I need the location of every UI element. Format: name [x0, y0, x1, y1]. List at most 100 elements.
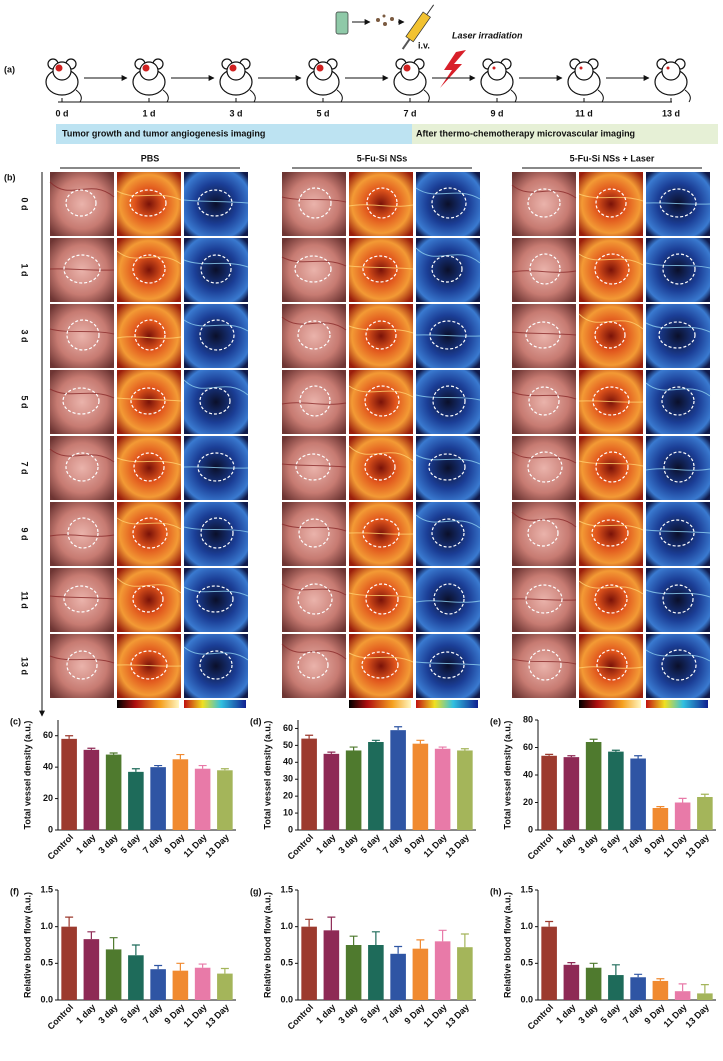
vessel: [645, 382, 711, 397]
tumor-outline: [362, 518, 400, 548]
panel-label: (g): [250, 886, 262, 896]
image-tile: [646, 304, 710, 368]
tumor-outline: [525, 321, 561, 349]
bar: [563, 964, 580, 1000]
tumor-outline: [429, 320, 467, 350]
error-bar: [154, 764, 163, 768]
image-tile: [512, 304, 576, 368]
tumor-outline: [199, 319, 235, 351]
image-tile: [646, 370, 710, 434]
mouse-tail: [684, 89, 691, 103]
vessel: [511, 658, 577, 665]
vessel: [183, 199, 249, 204]
tumor-outline: [364, 453, 396, 481]
mouse-icon: [306, 58, 343, 103]
mouse-icon: [45, 58, 82, 103]
y-tick-label: 10: [283, 807, 293, 817]
bar: [563, 757, 580, 830]
y-tick-label: 1.5: [280, 884, 293, 894]
vessel: [348, 385, 414, 398]
image-tile: [184, 634, 248, 698]
mouse-icon: [567, 58, 604, 103]
error-bar: [131, 944, 140, 956]
image-tile: [117, 304, 181, 368]
error-bar: [176, 962, 185, 971]
colorbar: [579, 700, 641, 708]
day-label: 3 d: [229, 108, 242, 118]
mouse-tail: [336, 89, 343, 103]
tumor-outline: [527, 188, 561, 218]
image-tile: [50, 568, 114, 632]
bar: [105, 949, 122, 1000]
mouse-head: [574, 61, 594, 81]
colorbar: [117, 700, 179, 708]
tumor-outline: [63, 254, 101, 284]
group-title: 5-Fu-Si NSs: [357, 153, 408, 163]
bar: [83, 939, 100, 1000]
vessel: [116, 336, 182, 339]
tumor-outline: [200, 517, 234, 549]
bar: [674, 802, 691, 830]
tumor-outline: [662, 584, 694, 614]
vessel: [578, 666, 644, 669]
y-tick-label: 50: [283, 740, 293, 750]
tumor-outline: [129, 189, 167, 217]
y-tick-label: 1.5: [40, 884, 53, 894]
bar: [697, 993, 713, 1000]
x-tick-label: 13 Day: [203, 1002, 231, 1030]
x-tick-label: 5 day: [119, 1002, 142, 1025]
image-tile: [50, 436, 114, 500]
mouse-tail: [510, 89, 517, 103]
tumor-outline: [196, 585, 234, 613]
tumor-outline: [134, 319, 166, 351]
tumor-spot: [316, 64, 324, 72]
error-bar: [460, 933, 469, 948]
error-bar: [656, 978, 665, 981]
image-tile: [117, 238, 181, 302]
tumor-outline: [431, 187, 467, 219]
y-tick-label: 0.5: [40, 958, 53, 968]
colorbar: [184, 700, 246, 708]
x-tick-label: Control: [46, 832, 76, 862]
image-tile: [349, 238, 413, 302]
bar: [652, 808, 669, 830]
bar: [128, 771, 144, 830]
image-tile: [349, 634, 413, 698]
vessel: [281, 196, 347, 203]
image-tile: [416, 172, 480, 236]
bar: [368, 742, 384, 830]
bar: [608, 751, 624, 830]
image-tile: [282, 502, 346, 566]
y-tick-label: 0.0: [40, 994, 53, 1004]
x-tick-label: 1 day: [554, 832, 577, 855]
x-tick-label: 7 day: [381, 832, 404, 855]
y-axis-label: Relative blood flow (a.u.): [22, 892, 32, 998]
image-tile: [184, 568, 248, 632]
bar: [61, 738, 77, 830]
image-tile: [646, 502, 710, 566]
tumor-outline: [297, 651, 329, 679]
y-tick-label: 0: [48, 824, 53, 834]
x-tick-label: 3 day: [576, 1002, 599, 1025]
tumor-outline: [592, 386, 630, 416]
vessel: [578, 460, 644, 467]
vessel: [415, 661, 481, 666]
image-tile: [416, 370, 480, 434]
image-tile: [184, 370, 248, 434]
bar: [323, 930, 340, 1000]
group-title: PBS: [141, 153, 160, 163]
image-tile: [646, 436, 710, 500]
error-bar: [87, 747, 96, 750]
error-bar: [109, 752, 118, 755]
vessel: [348, 204, 414, 207]
y-tick-label: 80: [523, 714, 533, 724]
x-tick-label: Control: [286, 1002, 316, 1032]
vessel: [415, 334, 481, 337]
vessel: [511, 598, 577, 601]
error-bar: [700, 984, 709, 994]
mouse-tail: [249, 89, 256, 103]
error-bar: [656, 806, 665, 808]
vessel: [645, 322, 711, 333]
error-bar: [394, 945, 403, 954]
x-tick-label: Control: [286, 832, 316, 862]
